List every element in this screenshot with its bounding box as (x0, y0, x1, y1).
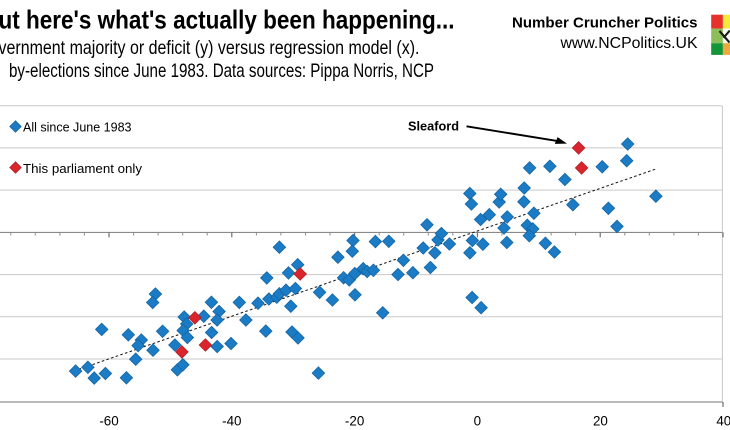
svg-text:20: 20 (593, 414, 608, 429)
svg-text:www.NCPolitics.UK: www.NCPolitics.UK (559, 35, 698, 52)
svg-text:-60: -60 (99, 414, 118, 429)
svg-text:0: 0 (474, 414, 481, 429)
svg-text:This parliament only: This parliament only (23, 161, 143, 176)
svg-text:All since June 1983: All since June 1983 (23, 119, 132, 134)
svg-text:-40: -40 (222, 414, 241, 429)
svg-text:40: 40 (716, 414, 730, 429)
svg-text:vernment majority or deficit (: vernment majority or deficit (y) versus … (0, 38, 420, 59)
svg-text:Sleaford: Sleaford (408, 119, 459, 134)
svg-text:Number Cruncher Politics: Number Cruncher Politics (512, 16, 698, 32)
svg-text:ut here's what's actually been: ut here's what's actually been happening… (0, 4, 455, 34)
svg-text:by-elections since June 1983.: by-elections since June 1983. Data sourc… (9, 61, 434, 82)
svg-text:-20: -20 (345, 414, 364, 429)
